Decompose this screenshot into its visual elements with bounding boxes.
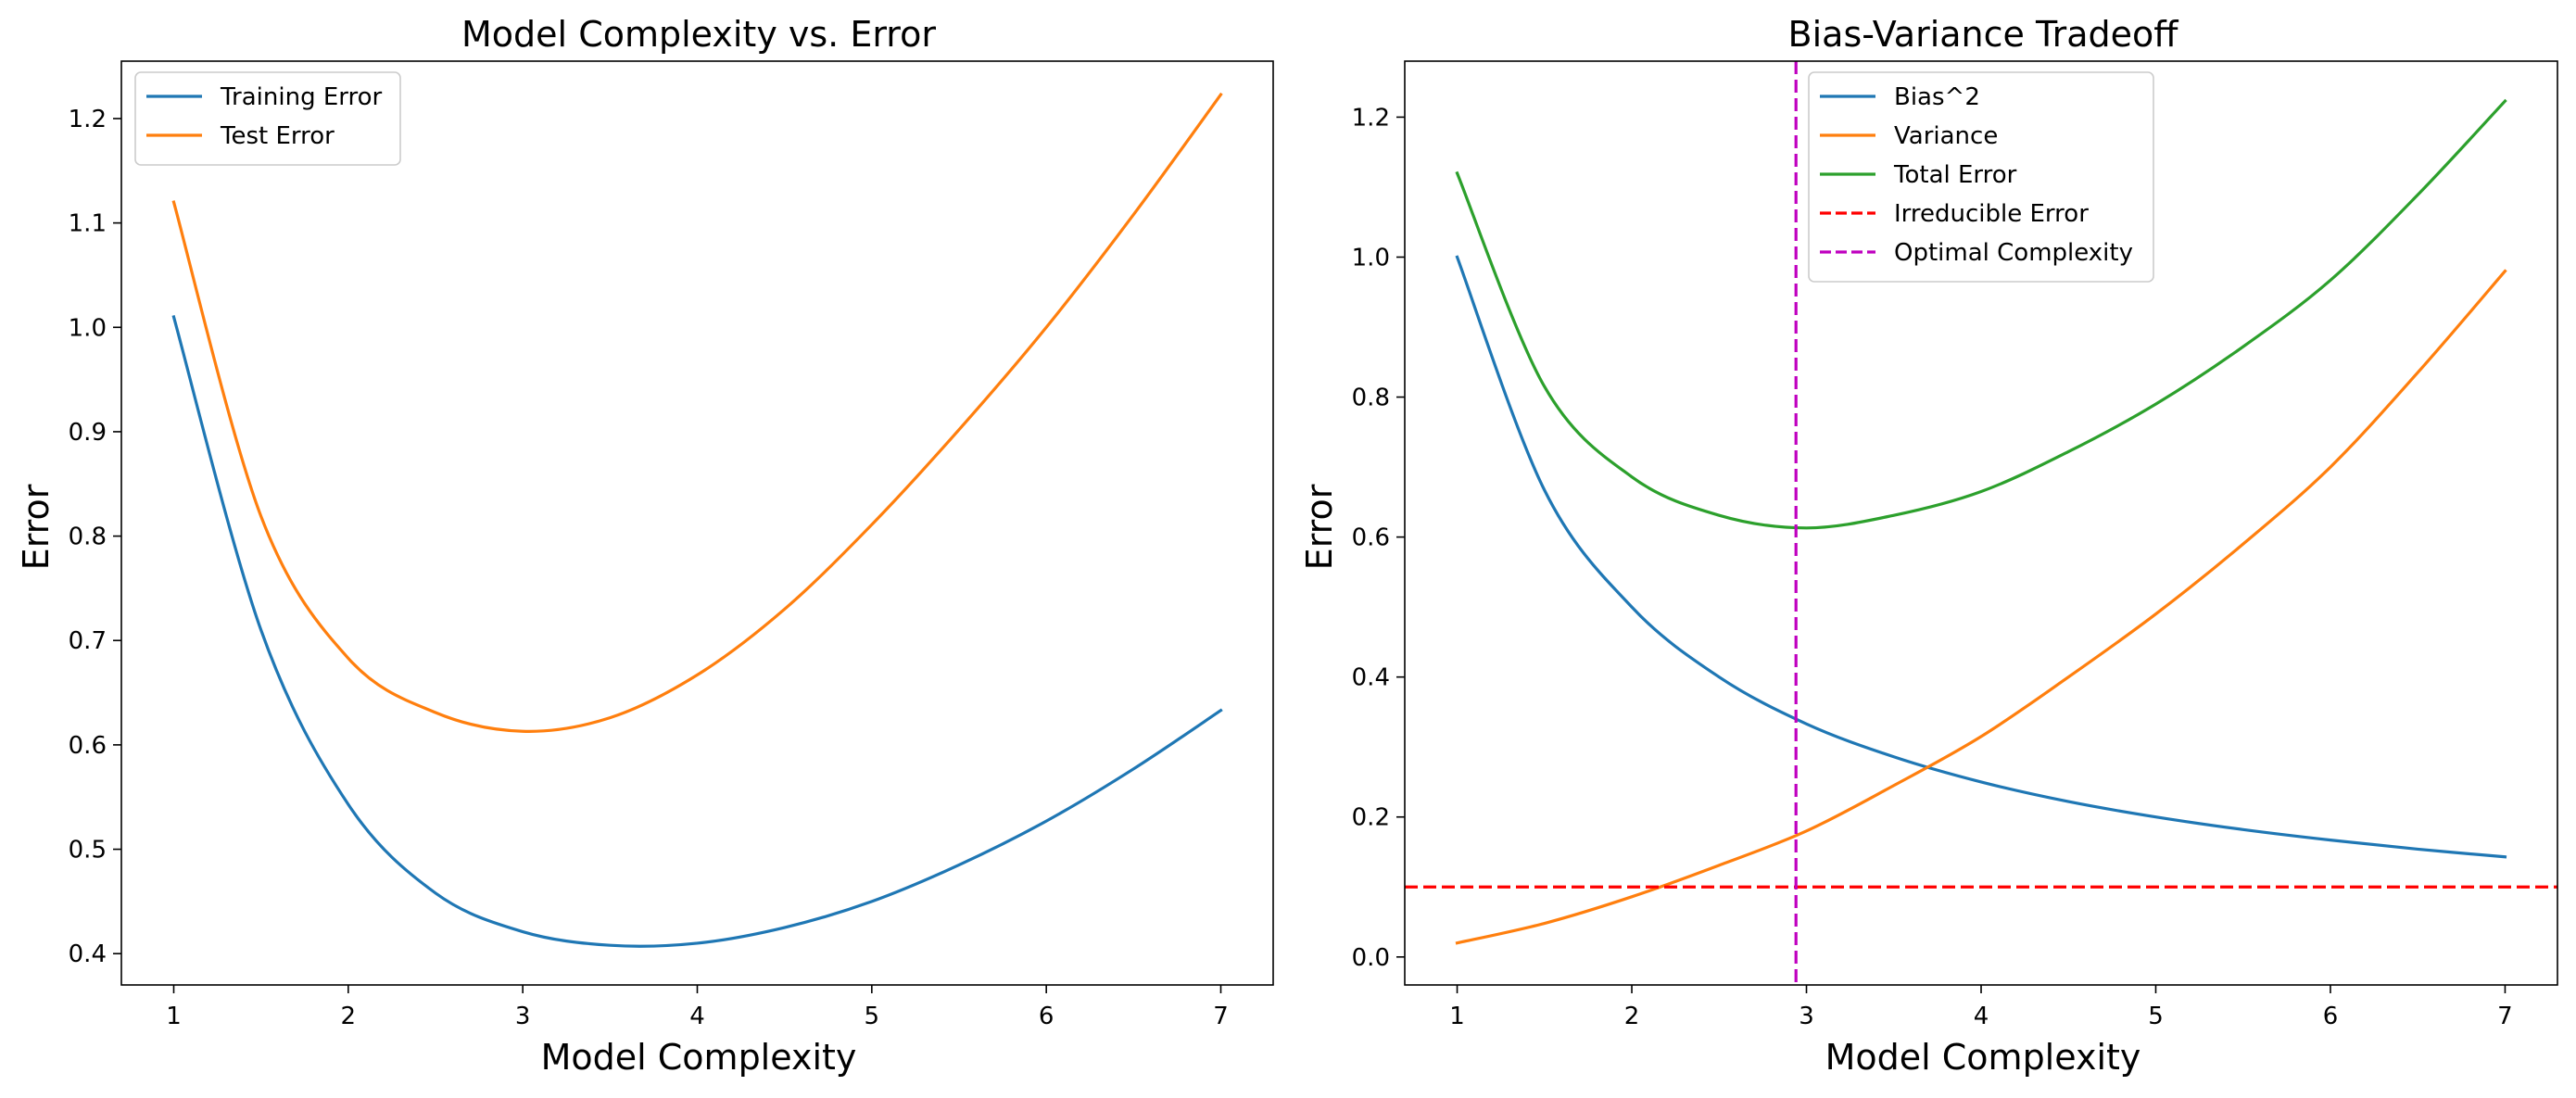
- x-tick-label: 6: [2323, 1003, 2339, 1030]
- legend-label: Optimal Complexity: [1894, 239, 2133, 267]
- chart-right: Bias-Variance Tradeoff Model Complexity …: [1299, 14, 2558, 1078]
- y-axis-label: Error: [16, 484, 57, 570]
- legend-label: Training Error: [220, 83, 383, 111]
- x-tick-label: 5: [865, 1003, 880, 1030]
- x-tick-label: 1: [166, 1003, 182, 1030]
- series-line-2: [1455, 98, 2507, 530]
- y-tick-label: 1.0: [1352, 244, 1390, 271]
- y-tick-label: 1.2: [69, 106, 107, 133]
- y-tick-label: 0.6: [69, 732, 107, 760]
- plot-area: [171, 92, 1223, 948]
- y-tick-label: 0.7: [69, 627, 107, 655]
- x-tick-label: 7: [2497, 1003, 2513, 1030]
- x-tick-label: 3: [1799, 1003, 1814, 1030]
- x-tick-label: 6: [1039, 1003, 1054, 1030]
- legend-label: Bias^2: [1894, 83, 1980, 111]
- legend-label: Variance: [1894, 122, 1998, 150]
- plot-area: [1405, 61, 2557, 985]
- x-tick-label: 5: [2148, 1003, 2164, 1030]
- y-axis-label: Error: [1299, 484, 1340, 570]
- y-tick-label: 0.6: [1352, 524, 1390, 552]
- series-line-1: [1455, 269, 2507, 945]
- y-tick-label: 1.0: [69, 314, 107, 342]
- x-axis-label: Model Complexity: [541, 1037, 857, 1078]
- y-tick-label: 1.1: [69, 210, 107, 238]
- x-tick-label: 1: [1449, 1003, 1465, 1030]
- chart-left: Model Complexity vs. Error Model Complex…: [16, 14, 1274, 1078]
- legend-label: Irreducible Error: [1894, 200, 2089, 228]
- y-tick-label: 1.2: [1352, 104, 1390, 132]
- y-tick-label: 0.0: [1352, 944, 1390, 972]
- legend-label: Test Error: [220, 122, 335, 150]
- chart-title: Bias-Variance Tradeoff: [1788, 14, 2179, 55]
- y-tick-label: 0.5: [69, 837, 107, 865]
- x-tick-label: 7: [1213, 1003, 1229, 1030]
- y-tick-label: 0.4: [1352, 664, 1390, 692]
- x-tick-label: 4: [689, 1003, 705, 1030]
- x-axis-label: Model Complexity: [1825, 1037, 2141, 1078]
- chart-title: Model Complexity vs. Error: [461, 14, 936, 55]
- x-tick-label: 3: [515, 1003, 531, 1030]
- x-tick-label: 2: [341, 1003, 357, 1030]
- axes-frame: [120, 60, 1274, 986]
- x-tick-label: 4: [1974, 1003, 1989, 1030]
- y-tick-label: 0.8: [1352, 385, 1390, 412]
- series-line-1: [171, 92, 1223, 733]
- series-line-0: [171, 315, 1223, 948]
- series-line-0: [1455, 255, 2507, 859]
- y-tick-label: 0.2: [1352, 804, 1390, 832]
- y-tick-label: 0.9: [69, 419, 107, 447]
- y-tick-label: 0.8: [69, 524, 107, 551]
- y-tick-label: 0.4: [69, 940, 107, 968]
- legend-box: [1808, 71, 2154, 283]
- x-tick-label: 2: [1624, 1003, 1640, 1030]
- legend-label: Total Error: [1893, 161, 2017, 189]
